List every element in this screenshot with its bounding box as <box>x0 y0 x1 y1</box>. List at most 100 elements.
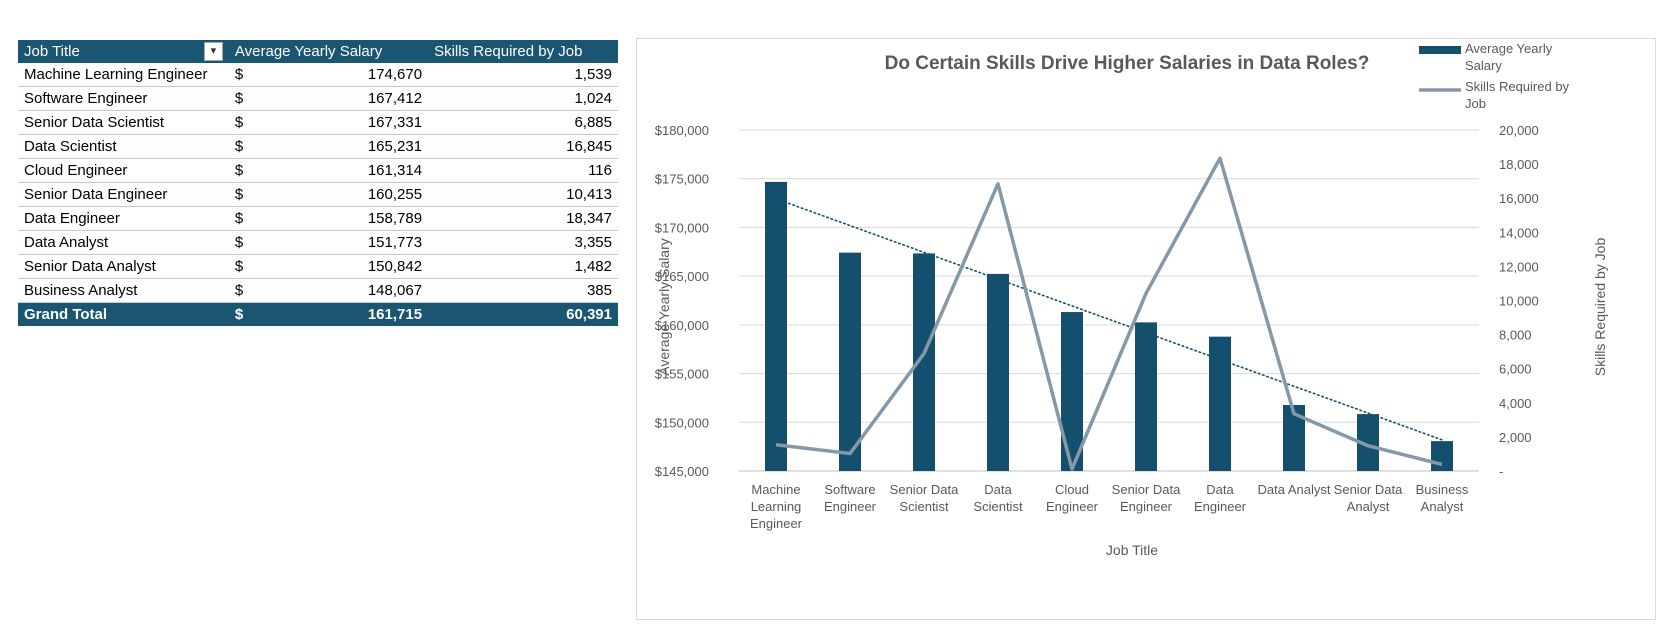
salary-bar <box>987 273 1009 471</box>
salary-bar <box>1283 405 1305 471</box>
y-tick-label: $145,000 <box>655 464 709 479</box>
legend[interactable]: Average Yearly Salary Skills Required by Jo… <box>1419 41 1570 111</box>
salary-cell: 161,314 <box>248 158 429 183</box>
header-average-salary: Average Yearly Salary <box>228 40 429 63</box>
y2-axis-title: Skills Required by Job <box>1592 238 1608 377</box>
skills-cell: 3,355 <box>428 230 618 255</box>
table-row[interactable]: Machine Learning Engineer $174,670 1,539 <box>18 63 618 87</box>
x-tick-label: Engineer <box>1194 499 1247 514</box>
x-tick-label: Data Analyst <box>1258 482 1331 497</box>
x-tick-label: Engineer <box>1120 499 1173 514</box>
salary-cell: 167,331 <box>248 110 429 135</box>
skills-cell: 116 <box>428 158 618 183</box>
table-row[interactable]: Data Analyst $151,773 3,355 <box>18 230 618 255</box>
x-tick-label: Learning <box>751 499 802 514</box>
y2-tick-label: 6,000 <box>1499 362 1532 377</box>
x-tick-label: Analyst <box>1347 499 1390 514</box>
header-average-salary-label: Average Yearly Salary <box>234 43 383 60</box>
table-row[interactable]: Senior Data Engineer $160,255 10,413 <box>18 182 618 207</box>
job-title-cell: Data Analyst <box>18 230 229 255</box>
salary-bar <box>1209 336 1231 471</box>
salary-cell: 148,067 <box>248 278 429 303</box>
header-row: Job Title ▾ Average Yearly Salary Skills… <box>18 40 618 63</box>
table-row[interactable]: Data Engineer $158,789 18,347 <box>18 206 618 231</box>
y2-tick-label: 20,000 <box>1499 123 1539 138</box>
header-job-title-label: Job Title <box>24 43 80 60</box>
table-row[interactable]: Senior Data Analyst $150,842 1,482 <box>18 254 618 279</box>
y-axis-title: Average Yearly Salary <box>656 238 672 376</box>
skills-cell: 16,845 <box>428 134 618 159</box>
table-row[interactable]: Data Scientist $165,231 16,845 <box>18 134 618 159</box>
y2-tick-label: 12,000 <box>1499 259 1539 274</box>
x-tick-label: Engineer <box>750 516 803 531</box>
salary-cell: 158,789 <box>248 206 429 231</box>
y-tick-label: $170,000 <box>655 220 709 235</box>
gridlines <box>739 129 1479 472</box>
filter-sort-icon[interactable]: ▾ <box>203 42 223 61</box>
currency-cell: $ <box>228 278 249 303</box>
salary-bar <box>839 252 861 471</box>
currency-cell: $ <box>228 134 249 159</box>
x-tick-label: Senior Data <box>1112 482 1181 497</box>
salary-bar <box>1135 322 1157 471</box>
salary-bar <box>1357 414 1379 471</box>
currency-cell: $ <box>228 86 249 111</box>
job-title-cell: Machine Learning Engineer <box>18 63 229 87</box>
salary-bar <box>913 253 935 471</box>
y2-tick-label: 4,000 <box>1499 396 1532 411</box>
combo-chart[interactable]: Do Certain Skills Drive Higher Salaries … <box>636 38 1656 620</box>
y-tick-label: $175,000 <box>655 172 709 187</box>
y-tick-label: $155,000 <box>655 367 709 382</box>
pivot-table: Job Title ▾ Average Yearly Salary Skills… <box>18 40 618 326</box>
header-job-title[interactable]: Job Title ▾ <box>18 40 229 63</box>
currency-cell: $ <box>228 182 249 207</box>
x-tick-label: Scientist <box>899 499 949 514</box>
salary-cell: 160,255 <box>248 182 429 207</box>
grand-total-row: Grand Total $ 161,715 60,391 <box>18 302 618 326</box>
y2-tick-label: 14,000 <box>1499 225 1539 240</box>
legend-label-salary: Average Yearly <box>1465 41 1553 56</box>
y-tick-label: $165,000 <box>655 269 709 284</box>
salary-bar <box>1431 441 1453 471</box>
job-title-cell: Cloud Engineer <box>18 158 229 183</box>
job-title-cell: Senior Data Analyst <box>18 254 229 279</box>
legend-label-skills: Job <box>1465 96 1486 111</box>
table-row[interactable]: Cloud Engineer $161,314 116 <box>18 158 618 183</box>
job-title-cell: Business Analyst <box>18 278 229 303</box>
skills-cell: 385 <box>428 278 618 303</box>
y-tick-label: $180,000 <box>655 123 709 138</box>
x-axis-title: Job Title <box>1106 542 1158 558</box>
salary-cell: 174,670 <box>248 63 429 87</box>
bars <box>765 181 1453 471</box>
total-skills: 60,391 <box>428 302 618 326</box>
currency-cell: $ <box>228 110 249 135</box>
currency-cell: $ <box>228 206 249 231</box>
x-tick-label: Business <box>1416 482 1469 497</box>
salary-cell: 150,842 <box>248 254 429 279</box>
x-tick-label: Cloud <box>1055 482 1089 497</box>
chart-title: Do Certain Skills Drive Higher Salaries … <box>885 53 1370 74</box>
y2-tick-label: 2,000 <box>1499 430 1532 445</box>
table-row[interactable]: Software Engineer $167,412 1,024 <box>18 86 618 111</box>
table-row[interactable]: Business Analyst $148,067 385 <box>18 278 618 303</box>
legend-label-skills: Skills Required by <box>1465 79 1570 94</box>
currency-cell: $ <box>228 254 249 279</box>
skills-line <box>775 156 1443 471</box>
total-title: Grand Total <box>18 302 229 326</box>
skills-cell: 18,347 <box>428 206 618 231</box>
job-title-cell: Senior Data Scientist <box>18 110 229 135</box>
table-row[interactable]: Senior Data Scientist $167,331 6,885 <box>18 110 618 135</box>
job-title-cell: Data Scientist <box>18 134 229 159</box>
header-skills: Skills Required by Job <box>428 40 618 63</box>
salary-bar <box>765 181 787 471</box>
chart-svg: Do Certain Skills Drive Higher Salaries … <box>655 41 1608 558</box>
y2-tick-label: 16,000 <box>1499 191 1539 206</box>
salary-bar <box>1061 312 1083 471</box>
x-tick-label: Senior Data <box>890 482 959 497</box>
x-tick-label: Machine <box>751 482 800 497</box>
y-tick-label: $150,000 <box>655 415 709 430</box>
x-tick-label: Data <box>1206 482 1234 497</box>
skills-cell: 1,024 <box>428 86 618 111</box>
skills-cell: 1,482 <box>428 254 618 279</box>
axes: $145,000 $150,000 $155,000 $160,000 $165,000… <box>655 123 1539 531</box>
